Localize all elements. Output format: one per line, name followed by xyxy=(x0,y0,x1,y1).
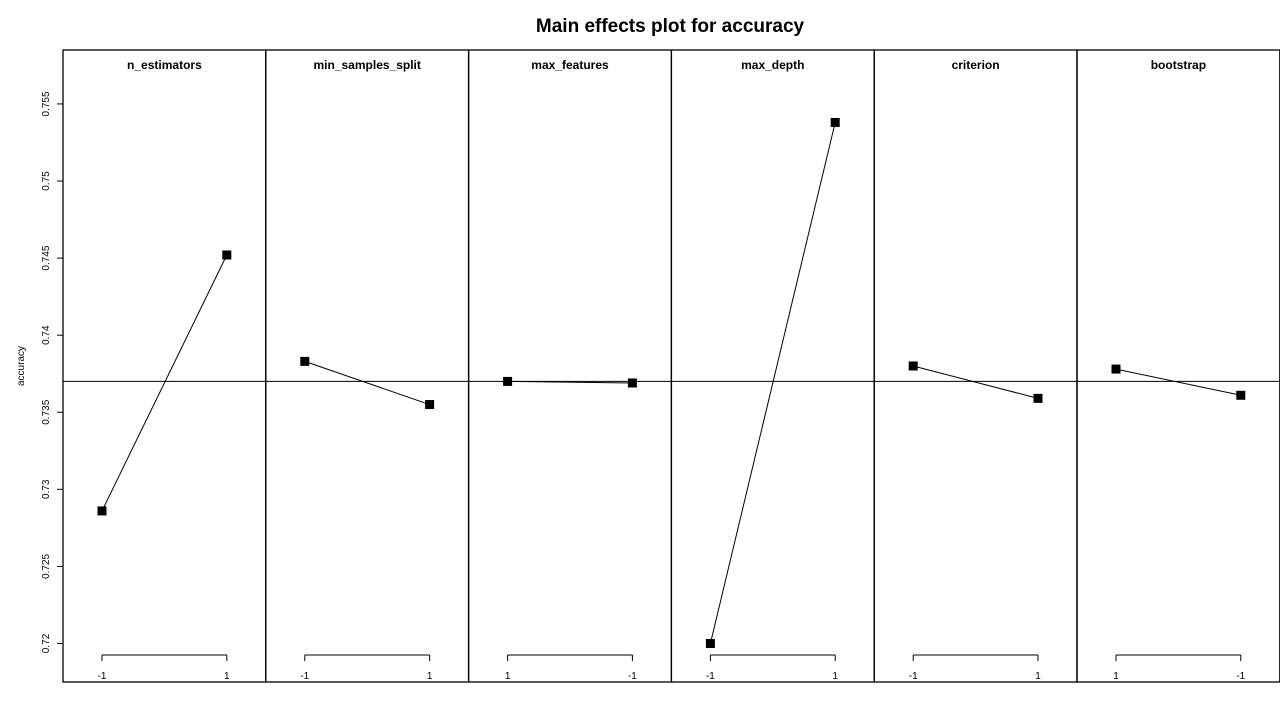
level-label: -1 xyxy=(706,671,715,682)
panel-max_depth: max_depth -1 1 xyxy=(670,49,875,683)
panel-frame xyxy=(265,49,470,683)
y-tick-label-2: 0.73 xyxy=(41,479,52,499)
point--1 xyxy=(1236,390,1246,400)
chart-title: Main effects plot for accuracy xyxy=(536,16,805,37)
level-label: 1 xyxy=(427,671,433,682)
level-label: -1 xyxy=(1236,671,1245,682)
panel-title: bootstrap xyxy=(1151,58,1206,72)
level-label: -1 xyxy=(909,671,918,682)
point--1 xyxy=(908,361,918,371)
point--1 xyxy=(97,506,107,516)
panel-frame xyxy=(1076,49,1280,683)
panel-frame xyxy=(873,49,1078,683)
panel-frame xyxy=(62,49,267,683)
y-tick-label-6: 0.75 xyxy=(41,171,52,191)
panel-title: max_depth xyxy=(741,58,804,72)
point-1 xyxy=(1111,364,1121,374)
level-label: -1 xyxy=(628,671,637,682)
y-axis-label: accuracy xyxy=(16,346,27,386)
level-label: -1 xyxy=(98,671,107,682)
effect-line xyxy=(1115,368,1241,396)
effect-line xyxy=(709,122,836,644)
y-tick-label-1: 0.725 xyxy=(41,553,52,578)
y-tick-label-3: 0.735 xyxy=(41,399,52,424)
panel-max_features: max_features 1 -1 xyxy=(467,49,673,683)
point--1 xyxy=(627,378,637,388)
point-1 xyxy=(830,117,840,127)
y-tick-label-0: 0.72 xyxy=(41,633,52,653)
panel-criterion: criterion -1 1 xyxy=(873,49,1078,683)
panel-frame xyxy=(670,49,875,683)
panel-title: criterion xyxy=(952,58,1000,72)
level-label: 1 xyxy=(224,671,230,682)
y-tick-label-4: 0.74 xyxy=(41,325,52,345)
panel-title: min_samples_split xyxy=(314,58,421,72)
panel-min_samples_split: min_samples_split -1 1 xyxy=(265,49,470,683)
effect-line xyxy=(304,360,430,406)
panel-n_estimators: n_estimators -1 1 xyxy=(62,49,267,683)
point--1 xyxy=(300,356,310,366)
point--1 xyxy=(705,638,715,648)
y-axis: 0.72 0.725 0.73 0.735 0.74 0.745 0.75 0.755 xyxy=(41,91,63,653)
panel-bootstrap: bootstrap 1 -1 xyxy=(1076,49,1280,683)
point-1 xyxy=(425,400,435,410)
effect-line xyxy=(913,365,1039,399)
panel-title: max_features xyxy=(531,58,609,72)
panel-frame xyxy=(467,49,673,683)
level-label: -1 xyxy=(300,671,309,682)
panel-title: n_estimators xyxy=(127,58,202,72)
y-tick-label-5: 0.745 xyxy=(41,245,52,270)
y-tick-label-7: 0.755 xyxy=(41,91,52,116)
point-1 xyxy=(222,250,232,260)
level-label: 1 xyxy=(505,671,511,682)
level-label: 1 xyxy=(832,671,838,682)
effect-line xyxy=(101,254,228,512)
point-1 xyxy=(1033,393,1043,403)
level-label: 1 xyxy=(1035,671,1041,682)
level-label: 1 xyxy=(1113,671,1119,682)
